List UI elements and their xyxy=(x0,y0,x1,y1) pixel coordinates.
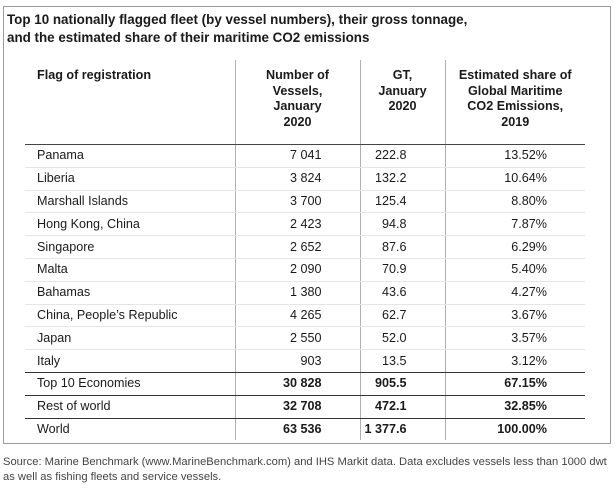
header-flag: Flag of registration xyxy=(25,60,235,145)
cell-vessels: 4 265 xyxy=(234,304,360,328)
cell-share: 8.80% xyxy=(444,190,585,214)
header-vessels-line: Vessels, xyxy=(272,83,323,98)
cell-vessels: 1 380 xyxy=(234,281,360,305)
table-row: Hong Kong, China 2 423 94.8 7.87% xyxy=(25,212,585,237)
cell-gt: 62.7 xyxy=(359,304,445,328)
cell-flag: Rest of world xyxy=(25,395,235,419)
cell-gt: 70.9 xyxy=(359,258,445,282)
cell-share: 32.85% xyxy=(444,395,585,419)
cell-share: 13.52% xyxy=(444,144,585,168)
cell-gt: 52.0 xyxy=(359,326,445,351)
header-gt-line: GT, xyxy=(392,68,413,82)
title-line-1: Top 10 nationally flagged fleet (by vess… xyxy=(7,12,468,27)
table-row: Liberia 3 824 132.2 10.64% xyxy=(25,167,585,191)
cell-share: 5.40% xyxy=(444,258,585,282)
header-share-line: Estimated share of xyxy=(458,68,572,82)
title-line-2: and the estimated share of their maritim… xyxy=(7,30,370,45)
table-title: Top 10 nationally flagged fleet (by vess… xyxy=(7,11,567,47)
summary-row-world: World 63 536 1 377.6 100.00% xyxy=(25,418,585,441)
cell-gt: 125.4 xyxy=(359,190,445,214)
cell-share: 4.27% xyxy=(444,281,585,305)
cell-share: 100.00% xyxy=(444,418,585,441)
cell-vessels: 2 423 xyxy=(234,212,360,237)
cell-flag: China, People’s Republic xyxy=(25,304,235,328)
cell-flag: Japan xyxy=(25,326,235,351)
cell-vessels: 7 041 xyxy=(234,144,360,168)
cell-flag: Top 10 Economies xyxy=(25,372,235,396)
header-vessels-line: January xyxy=(273,99,322,114)
header-gt: GT, January 2020 xyxy=(359,60,445,145)
summary-row-top10: Top 10 Economies 30 828 905.5 67.15% xyxy=(25,372,585,396)
cell-flag: World xyxy=(37,421,70,436)
cell-share: 6.29% xyxy=(444,235,585,259)
table-frame xyxy=(3,6,611,444)
header-share: Estimated share of Global Maritime CO2 E… xyxy=(444,60,585,145)
cell-flag: Singapore xyxy=(25,235,235,259)
cell-vessels: 32 708 xyxy=(234,395,360,419)
cell-share: 7.87% xyxy=(444,212,585,237)
cell-vessels: 3 700 xyxy=(234,190,360,214)
cell-gt: 87.6 xyxy=(359,235,445,259)
cell-vessels: 3 824 xyxy=(234,167,360,191)
cell-vessels: 2 550 xyxy=(234,326,360,351)
cell-vessels: 903 xyxy=(234,349,360,373)
cell-flag: Malta xyxy=(25,258,235,282)
cell-share: 3.12% xyxy=(444,349,585,373)
cell-gt: 132.2 xyxy=(359,167,445,191)
cell-vessels: 2 090 xyxy=(234,258,360,282)
cell-flag: Panama xyxy=(25,144,235,168)
header-gt-line: 2020 xyxy=(388,99,417,114)
header-row: Flag of registration Number of Vessels, … xyxy=(25,60,585,145)
header-vessels: Number of Vessels, January 2020 xyxy=(234,60,360,145)
cell-vessels: 2 652 xyxy=(234,235,360,259)
cell-vessels: 30 828 xyxy=(234,372,360,396)
cell-gt: 472.1 xyxy=(359,395,445,419)
cell-flag: Liberia xyxy=(25,167,235,191)
cell-share: 67.15% xyxy=(444,372,585,396)
cell-gt: 13.5 xyxy=(359,349,445,373)
table-row: Panama 7 041 222.8 13.52% xyxy=(25,144,585,168)
fleet-table: Flag of registration Number of Vessels, … xyxy=(25,60,585,441)
table-row: Malta 2 090 70.9 5.40% xyxy=(25,258,585,282)
cell-flag: Bahamas xyxy=(25,281,235,305)
header-gt-line: January xyxy=(378,83,427,98)
table-row: Italy 903 13.5 3.12% xyxy=(25,349,585,373)
cell-gt: 1 377.6 xyxy=(359,418,445,441)
summary-row-rest: Rest of world 32 708 472.1 32.85% xyxy=(25,395,585,419)
cell-gt: 43.6 xyxy=(359,281,445,305)
cell-flag: Hong Kong, China xyxy=(25,212,235,237)
table-row: Singapore 2 652 87.6 6.29% xyxy=(25,235,585,259)
cell-gt: 94.8 xyxy=(359,212,445,237)
cell-gt: 222.8 xyxy=(359,144,445,168)
table-row: Bahamas 1 380 43.6 4.27% xyxy=(25,281,585,305)
cell-share: 10.64% xyxy=(444,167,585,191)
cell-share: 3.57% xyxy=(444,326,585,351)
cell-share: 3.67% xyxy=(444,304,585,328)
header-share-line: 2019 xyxy=(501,114,530,129)
header-share-line: Global Maritime xyxy=(468,83,563,98)
header-share-line: CO2 Emissions, xyxy=(467,99,564,114)
header-vessels-line: Number of xyxy=(266,68,329,82)
table-row: China, People’s Republic 4 265 62.7 3.67… xyxy=(25,304,585,328)
header-vessels-line: 2020 xyxy=(283,114,312,129)
cell-gt: 905.5 xyxy=(359,372,445,396)
cell-flag: Marshall Islands xyxy=(25,190,235,214)
cell-flag: Italy xyxy=(25,349,235,373)
table-row: Marshall Islands 3 700 125.4 8.80% xyxy=(25,190,585,214)
table-row: Japan 2 550 52.0 3.57% xyxy=(25,326,585,351)
source-note: Source: Marine Benchmark (www.MarineBenc… xyxy=(3,456,607,483)
cell-vessels: 63 536 xyxy=(234,418,360,441)
